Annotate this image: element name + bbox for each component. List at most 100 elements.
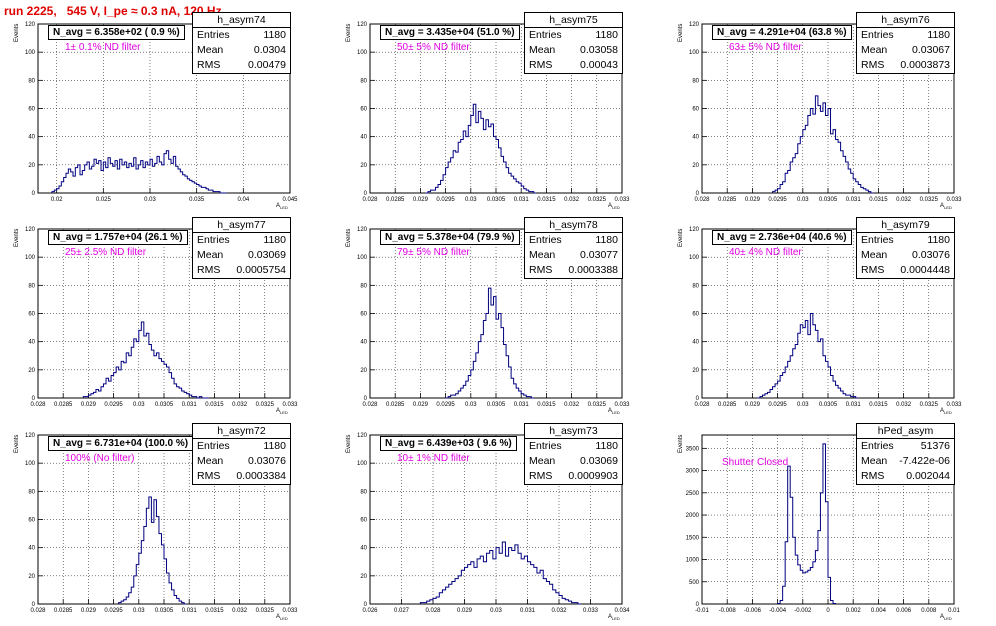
y-tick-label: 100 [25, 255, 36, 261]
x-tick-label: 0.0325 [920, 197, 939, 203]
x-tick-label: 0.029 [413, 197, 429, 203]
x-tick-label: 0.0295 [104, 608, 123, 614]
filter-label: 1± 0.1% ND filter [65, 42, 141, 53]
y-tick-label: 500 [689, 580, 700, 586]
stats-box: h_asym76 Entries 1180 Mean 0.03067 RMS 0.00038… [856, 12, 955, 74]
x-tick-label: 0.0315 [205, 608, 224, 614]
x-tick-label: 0.032 [232, 608, 248, 614]
x-tick-label: 0.0295 [768, 197, 787, 203]
y-tick-label: 0 [32, 602, 36, 608]
stats-label: RMS [529, 264, 553, 276]
stats-value: 1180 [927, 234, 950, 246]
x-tick-label: 0.034 [614, 608, 630, 614]
filter-label: 25± 2.5% ND filter [65, 247, 147, 258]
y-tick-label: 80 [692, 283, 699, 289]
histogram-name: h_asym74 [193, 13, 290, 28]
stats-value: 51376 [920, 440, 950, 452]
stats-box: h_asym77 Entries 1180 Mean 0.03069 RMS 0.00057… [192, 217, 291, 279]
x-tick-label: 0.033 [946, 402, 962, 408]
y-axis-label: Events [678, 434, 684, 453]
x-tick-label: -0.002 [794, 608, 812, 614]
y-tick-label: 0 [696, 602, 700, 608]
x-tick-label: 0.0305 [487, 402, 506, 408]
y-tick-label: 100 [357, 50, 368, 56]
y-tick-label: 3500 [686, 446, 700, 452]
x-axis-label: ALED [608, 203, 620, 210]
stats-label: Entries [197, 440, 230, 452]
stats-box: h_asym72 Entries 1180 Mean 0.03076 RMS 0.00033… [192, 423, 291, 485]
stats-box: h_asym73 Entries 1180 Mean 0.03069 RMS 0.00099… [524, 423, 623, 485]
y-tick-label: 40 [360, 135, 367, 141]
histogram-name: h_asym75 [525, 13, 622, 28]
x-tick-label: 0.0315 [869, 197, 888, 203]
x-tick-label: 0.028 [30, 402, 46, 408]
stats-row-rms: RMS 0.0003388 [525, 263, 622, 278]
stats-label: Entries [529, 234, 562, 246]
y-tick-label: 40 [28, 340, 35, 346]
stats-label: Mean [861, 44, 888, 56]
histogram-pad-h_asym72: 0.028 0.0285 0.029 0.0295 0.03 0.0305 0.031 0.0… [0, 421, 330, 626]
x-tick-label: 0.028 [362, 197, 378, 203]
stats-row-mean: Mean 0.03076 [193, 454, 290, 469]
x-tick-label: 0.03 [133, 402, 145, 408]
stats-label: RMS [197, 59, 221, 71]
y-tick-label: 80 [28, 78, 35, 84]
histogram-pad-h_asym78: 0.028 0.0285 0.029 0.0295 0.03 0.0305 0.031 0.0… [332, 215, 662, 420]
stats-label: Entries [197, 234, 230, 246]
x-tick-label: 0.033 [946, 197, 962, 203]
stats-value: 0.0009903 [568, 470, 618, 482]
x-tick-label: 0.029 [413, 402, 429, 408]
y-tick-label: 60 [360, 107, 367, 113]
x-tick-label: 0.03 [465, 402, 477, 408]
stats-row-mean: Mean 0.0304 [193, 43, 290, 58]
filter-label: 79± 5% ND filter [397, 247, 470, 258]
stats-value: 0.0304 [253, 44, 286, 56]
stats-row-mean: Mean -7.422e-06 [857, 454, 954, 469]
stats-label: Mean [529, 249, 556, 261]
filter-label: 40± 4% ND filter [729, 247, 802, 258]
x-tick-label: 0.0305 [155, 402, 174, 408]
x-tick-label: 0.0285 [386, 197, 405, 203]
y-tick-label: 100 [357, 461, 368, 467]
stats-value: 0.03077 [580, 249, 618, 261]
stats-value: 0.0003388 [568, 264, 618, 276]
y-tick-label: 1500 [686, 535, 700, 541]
stats-row-rms: RMS 0.0004448 [857, 263, 954, 278]
y-tick-label: 20 [28, 163, 35, 169]
stats-box: h_asym78 Entries 1180 Mean 0.03077 RMS 0.00033… [524, 217, 623, 279]
stats-value: 0.03076 [248, 455, 286, 467]
x-tick-label: 0.0285 [54, 402, 73, 408]
x-axis-label-sub: LED [280, 205, 288, 211]
stats-box: h_asym74 Entries 1180 Mean 0.0304 RMS 0.00479 [192, 12, 291, 74]
stats-label: Mean [861, 249, 888, 261]
y-axis-label: Events [14, 23, 20, 42]
stats-label: RMS [197, 470, 221, 482]
stats-row-mean: Mean 0.03069 [193, 248, 290, 263]
x-tick-label: 0.031 [846, 197, 862, 203]
x-tick-label: 0.027 [394, 608, 410, 614]
stats-label: Entries [861, 440, 894, 452]
y-tick-label: 60 [692, 107, 699, 113]
x-tick-label: 0.004 [871, 608, 887, 614]
y-axis-label: Events [346, 228, 352, 247]
histogram-series [757, 313, 859, 399]
x-tick-label: 0.025 [96, 197, 112, 203]
y-tick-label: 0 [696, 191, 700, 197]
x-axis-label: ALED [608, 614, 620, 621]
histogram-series [445, 287, 534, 399]
x-tick-label: 0.01 [948, 608, 960, 614]
y-tick-label: 40 [28, 135, 35, 141]
x-tick-label: 0.029 [81, 608, 97, 614]
stats-row-rms: RMS 0.0003873 [857, 58, 954, 73]
x-tick-label: 0.032 [551, 608, 567, 614]
y-tick-label: 80 [692, 78, 699, 84]
x-tick-label: 0.0325 [588, 197, 607, 203]
stats-row-entries: Entries 1180 [525, 233, 622, 248]
y-tick-label: 80 [28, 283, 35, 289]
n-avg-label: N_avg = 6.439e+03 ( 9.6 %) [380, 436, 517, 451]
histogram-pad-h_asym74: 0.02 0.025 0.03 0.035 0.04 0.045 0 20 40 60 80 100 1… [0, 10, 330, 215]
stats-row-mean: Mean 0.03076 [857, 248, 954, 263]
histogram-plot: 0.028 0.0285 0.029 0.0295 0.03 0.0305 0.031 0.0… [689, 22, 962, 203]
y-axis-label: Events [14, 228, 20, 247]
x-tick-label: 0.03 [490, 608, 502, 614]
